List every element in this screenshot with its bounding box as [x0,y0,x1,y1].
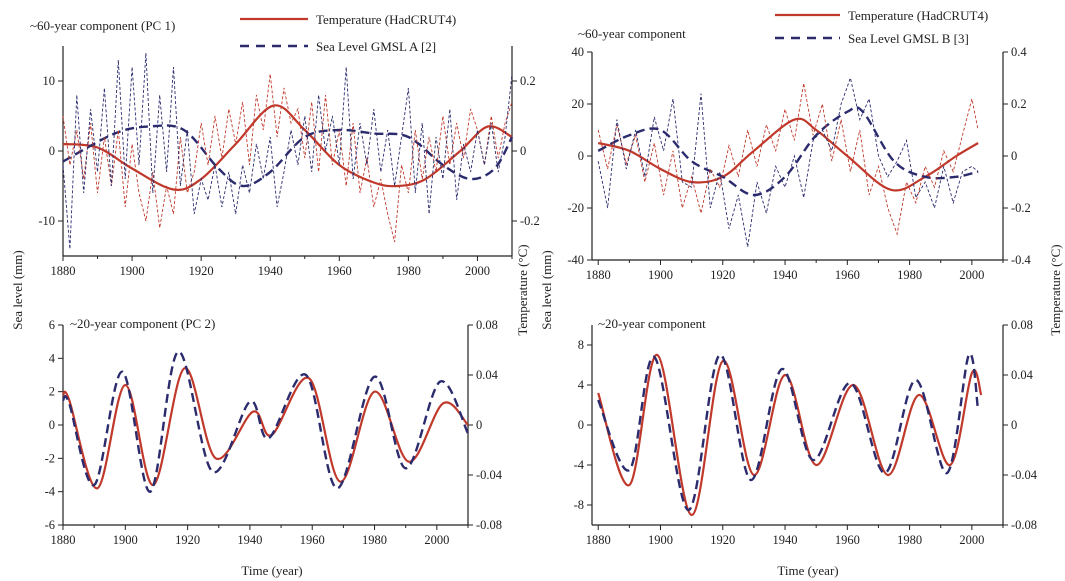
x-tick-label: 1960 [835,533,860,547]
series-line-sea-level [62,124,514,188]
series-line-raw [62,73,513,243]
series-line-raw [597,76,979,248]
y-tick-label: 20 [572,97,585,111]
x-tick-label: 1980 [897,533,922,547]
series-line-temperature [61,367,469,490]
middle-y2label: Temperature (°C) [515,244,530,335]
y-tick-label: 4 [49,351,56,365]
y-tick-label: 10 [43,74,56,88]
left-ylabel: Sea level (mm) [10,250,25,329]
y-tick-label: 0 [49,144,55,158]
x-tick-label: 1880 [586,533,611,547]
y-tick-label: -4 [45,485,56,499]
middle-ylabel: Sea level (mm) [539,250,554,329]
x-tick-label: 1900 [120,264,145,278]
y2-tick-label: 0.08 [1011,318,1033,332]
x-tick-label: 1920 [710,268,735,282]
x-tick-label: 1960 [300,533,325,547]
y2-tick-label: -0.04 [1011,468,1038,482]
x-tick-label: 1960 [327,264,352,278]
panel-title: ~20-year component [598,316,706,331]
y-tick-label: 40 [572,45,585,59]
x-tick-label: 1880 [586,268,611,282]
series-line-sea-level [61,350,470,493]
x-tick-label: 2000 [424,533,449,547]
x-tick-label: 1940 [237,533,262,547]
y2-tick-label: 0 [1011,418,1017,432]
xlabel-right: Time (year) [777,563,838,578]
series-line-temperature [597,353,983,517]
x-tick-label: 1900 [648,533,673,547]
x-tick-label: 1980 [396,264,421,278]
y2-tick-label: 0.04 [476,368,499,382]
x-tick-label: 2000 [465,264,490,278]
y-tick-label: 0 [578,418,584,432]
x-tick-label: 2000 [959,268,984,282]
panel-c: 1880 1900 1920 1940 1960 1980 2000 -6 -4 -2 0 2 4 6 -0… [45,316,503,547]
y2-tick-label: 0.04 [1011,368,1034,382]
series-line-sea-level [597,352,980,512]
series-line-raw [597,83,979,236]
x-tick-label: 1900 [113,533,138,547]
y2-tick-label: 0.2 [520,74,536,88]
y-tick-label: -6 [45,518,55,532]
y2-tick-label: 0 [520,144,526,158]
y-tick-label: -8 [574,498,584,512]
right-y2label: Temperature (°C) [1048,244,1063,335]
x-tick-label: 1900 [648,268,673,282]
y2-tick-label: 0.2 [1011,97,1027,111]
panel-a: 1880 1900 1920 1940 1960 1980 2000 -10 0 10 -0.2 0 0… [30,12,540,278]
y2-tick-label: -0.04 [476,468,503,482]
x-tick-label: 1920 [189,264,214,278]
y2-tick-label: -0.2 [520,214,540,228]
x-tick-label: 1920 [175,533,200,547]
x-tick-label: 1940 [773,268,798,282]
y2-tick-label: 0 [1011,149,1017,163]
panel-b: 1880 1900 1920 1940 1960 1980 2000 -40 -20 0 20 40 -… [567,8,1031,282]
legend-label: Sea Level GMSL B [3] [848,31,969,46]
x-tick-label: 1940 [773,533,798,547]
panel-title: ~20-year component (PC 2) [70,316,215,331]
y2-tick-label: -0.2 [1011,201,1031,215]
y-tick-label: -2 [45,451,55,465]
y2-tick-label: 0.4 [1011,45,1027,59]
y-tick-label: -4 [574,458,585,472]
legend-label: Temperature (HadCRUT4) [848,8,988,23]
y-tick-label: 0 [578,149,584,163]
legend-label: Sea Level GMSL A [2] [316,39,436,54]
y2-tick-label: -0.08 [476,518,502,532]
y-tick-label: 4 [578,378,585,392]
y2-tick-label: 0.08 [476,318,498,332]
x-tick-label: 1940 [258,264,283,278]
xlabel-left: Time (year) [241,563,302,578]
series-line-sea-level [597,105,979,197]
y-tick-label: -10 [38,214,55,228]
y-tick-label: 8 [578,338,584,352]
legend-label: Temperature (HadCRUT4) [316,12,456,27]
y2-tick-label: -0.4 [1011,253,1032,267]
x-tick-label: 1880 [51,533,76,547]
x-tick-label: 1920 [710,533,735,547]
y2-tick-label: 0 [476,418,482,432]
series-line-temperature [62,104,513,191]
x-tick-label: 1880 [51,264,76,278]
y-tick-label: 6 [49,318,55,332]
y2-tick-label: -0.08 [1011,518,1037,532]
series-line-raw [62,52,513,250]
x-tick-label: 2000 [959,533,984,547]
y-tick-label: -20 [567,201,584,215]
x-tick-label: 1980 [362,533,387,547]
y-tick-label: 0 [49,418,55,432]
panel-title: ~60-year component (PC 1) [30,18,175,33]
y-tick-label: 2 [49,385,55,399]
x-tick-label: 1980 [897,268,922,282]
y-tick-label: -40 [567,253,584,267]
panel-d: 1880 1900 1920 1940 1960 1980 2000 -8 -4 0 4 8 -0.08… [574,316,1038,547]
panel-title: ~60-year component [578,26,686,41]
x-tick-label: 1960 [835,268,860,282]
